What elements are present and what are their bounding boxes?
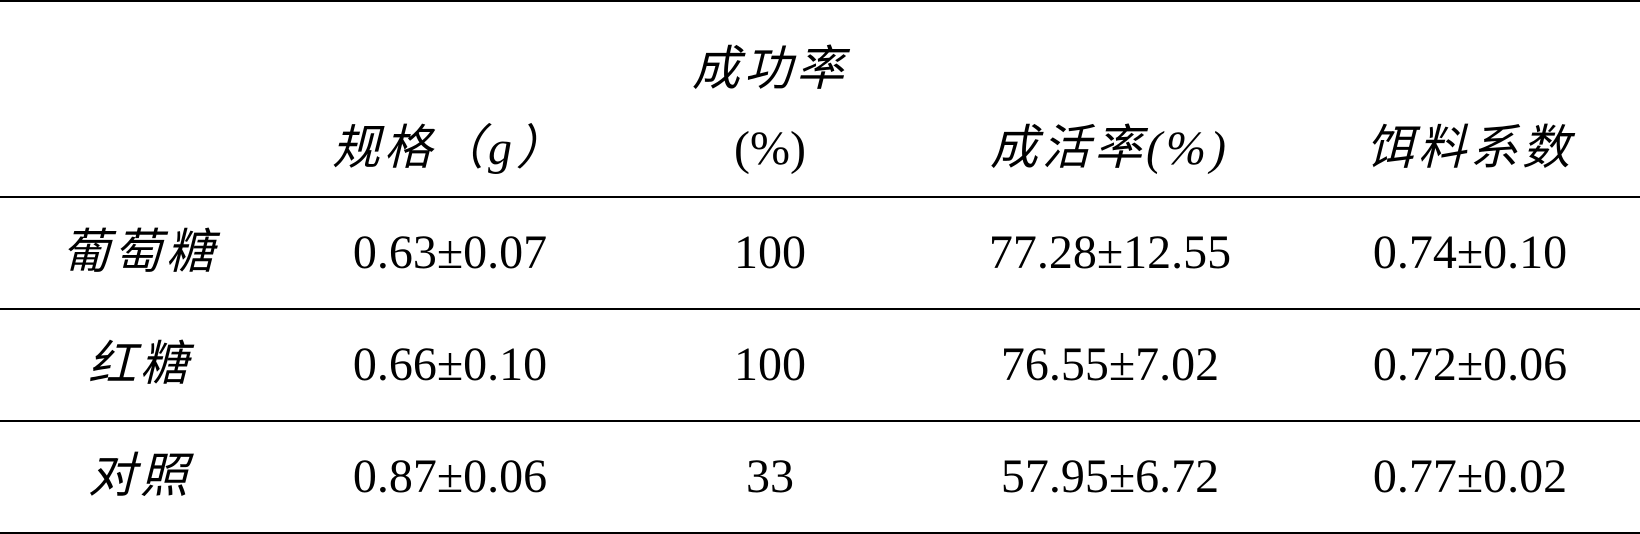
cell: 100 xyxy=(620,309,920,421)
cell: 76.55±7.02 xyxy=(920,309,1300,421)
table-row: 对照 0.87±0.06 33 57.95±6.72 0.77±0.02 xyxy=(0,421,1640,533)
table-row: 红糖 0.66±0.10 100 76.55±7.02 0.72±0.06 xyxy=(0,309,1640,421)
row-label: 葡萄糖 xyxy=(0,197,280,309)
table-row: 葡萄糖 0.63±0.07 100 77.28±12.55 0.74±0.10 xyxy=(0,197,1640,309)
data-table: 规格（g） 成功率 (%) 成活率(%) xyxy=(0,0,1640,512)
cell: 0.72±0.06 xyxy=(1300,309,1640,421)
row-label: 红糖 xyxy=(0,309,280,421)
cell: 33 xyxy=(620,421,920,533)
table: 规格（g） 成功率 (%) 成活率(%) xyxy=(0,0,1640,534)
col-header-survival-rate: 成活率(%) xyxy=(920,1,1300,197)
col-header-rowlabel xyxy=(0,1,280,197)
col-header-success-rate: 成功率 (%) xyxy=(620,1,920,197)
cell: 0.77±0.02 xyxy=(1300,421,1640,533)
col-header-top: 成功率 xyxy=(620,41,920,99)
col-header-bottom: (%) xyxy=(620,120,920,178)
row-label: 对照 xyxy=(0,421,280,533)
cell: 0.74±0.10 xyxy=(1300,197,1640,309)
col-header-bottom: 成活率(%) xyxy=(920,120,1300,178)
col-header-spec: 规格（g） xyxy=(280,1,620,197)
cell: 0.87±0.06 xyxy=(280,421,620,533)
col-header-feed-coef: 饵料系数 xyxy=(1300,1,1640,197)
cell: 100 xyxy=(620,197,920,309)
cell: 0.63±0.07 xyxy=(280,197,620,309)
cell: 77.28±12.55 xyxy=(920,197,1300,309)
cell: 57.95±6.72 xyxy=(920,421,1300,533)
table-header-row: 规格（g） 成功率 (%) 成活率(%) xyxy=(0,1,1640,197)
col-header-bottom: 规格（g） xyxy=(280,120,620,178)
col-header-bottom: 饵料系数 xyxy=(1300,120,1640,178)
cell: 0.66±0.10 xyxy=(280,309,620,421)
